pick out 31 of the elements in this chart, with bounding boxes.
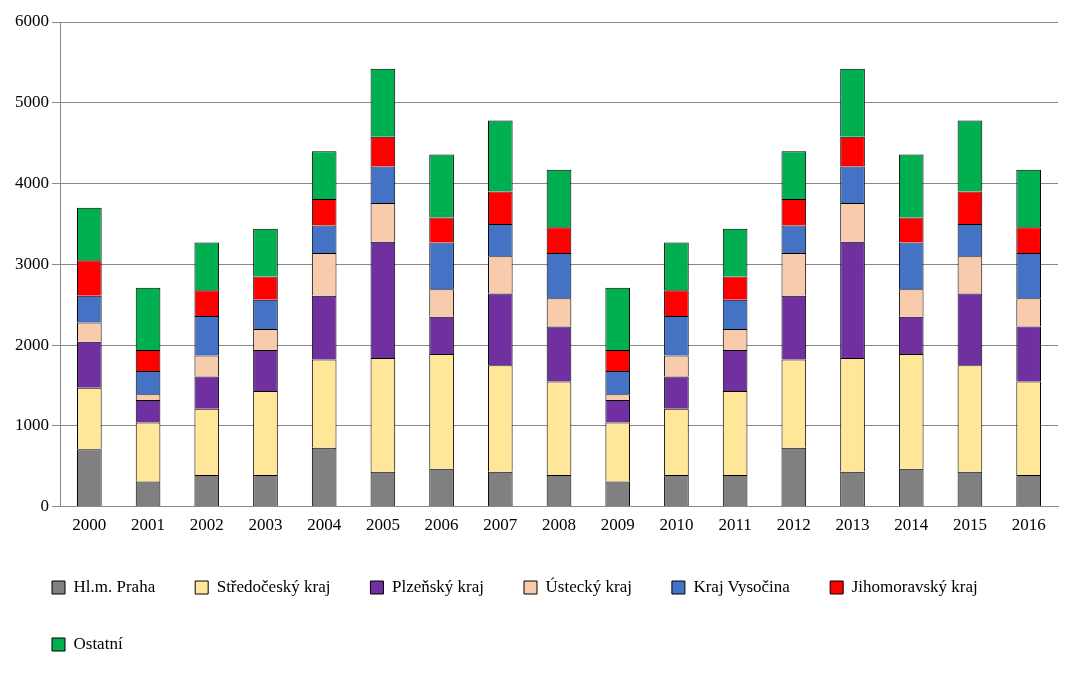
legend-label: Ostatní <box>73 633 123 653</box>
y-tick-label: 0 <box>40 496 49 516</box>
x-tick-label: 2012 <box>776 515 811 535</box>
legend-label: Kraj Vysočina <box>693 576 791 596</box>
y-tick-label: 6000 <box>15 11 49 31</box>
x-tick-label: 2011 <box>718 515 752 535</box>
x-tick-label: 2001 <box>131 515 166 535</box>
x-tick-label: 2010 <box>659 515 694 535</box>
legend-label: Plzeňský kraj <box>391 576 485 596</box>
x-tick-label: 2004 <box>307 515 342 535</box>
x-tick-label: 2003 <box>248 515 283 535</box>
legend-label: Ústecký kraj <box>545 576 632 596</box>
x-tick-label: 2015 <box>952 515 987 535</box>
x-tick-label: 2002 <box>189 515 224 535</box>
y-tick-label: 3000 <box>15 253 49 273</box>
legend-label: Jihomoravský kraj <box>851 576 978 596</box>
x-tick-label: 2013 <box>835 515 870 535</box>
x-tick-label: 2000 <box>72 515 107 535</box>
x-tick-label: 2014 <box>894 515 929 535</box>
x-tick-label: 2005 <box>365 515 400 535</box>
x-tick-label: 2008 <box>542 515 576 535</box>
y-tick-label: 2000 <box>15 334 49 354</box>
x-tick-label: 2016 <box>1011 515 1046 535</box>
x-tick-label: 2009 <box>600 515 635 535</box>
legend-label: Hl.m. Praha <box>73 576 156 596</box>
y-tick-label: 1000 <box>15 415 49 435</box>
x-tick-label: 2007 <box>483 515 518 535</box>
x-tick-label: 2006 <box>424 515 459 535</box>
y-tick-label: 5000 <box>15 92 49 112</box>
legend-label: Středočeský kraj <box>216 576 331 596</box>
y-tick-label: 4000 <box>15 173 49 192</box>
